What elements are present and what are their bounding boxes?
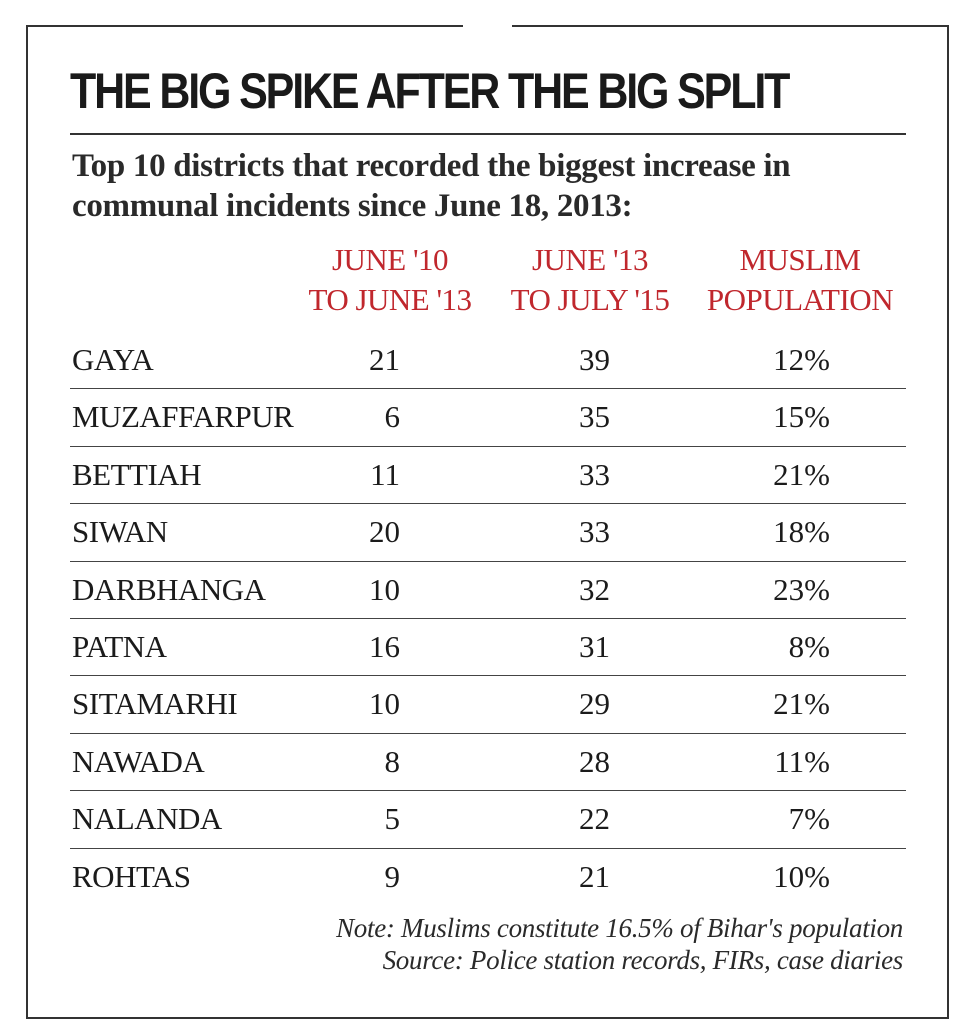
table-row: SIWAN 20 33 18% xyxy=(70,504,906,562)
muslim-population-cell: 18% xyxy=(773,514,830,550)
district-cell: NAWADA xyxy=(72,743,205,779)
muslim-population-cell: 7% xyxy=(788,801,830,837)
june10-june13-cell: 11 xyxy=(370,456,400,492)
muslim-population-cell: 15% xyxy=(773,399,830,435)
june10-june13-cell: 21 xyxy=(369,342,400,377)
muslim-population-cell: 10% xyxy=(773,858,830,894)
district-cell: PATNA xyxy=(72,628,167,664)
table-row: PATNA 16 31 8% xyxy=(70,619,906,677)
column-header-line: MUSLIM xyxy=(739,242,861,277)
note-text: Note: Muslims constitute 16.5% of Bihar'… xyxy=(336,913,903,943)
column-header-line: POPULATION xyxy=(706,282,894,317)
table-row: BETTIAH 11 33 21% xyxy=(70,447,906,505)
june13-july15-cell: 32 xyxy=(579,571,610,607)
column-header-line: JUNE '10 xyxy=(331,242,449,277)
june10-june13-cell: 5 xyxy=(384,801,401,837)
table-row: NALANDA 5 22 7% xyxy=(70,791,906,849)
june13-july15-cell: 35 xyxy=(579,399,610,435)
district-cell: DARBHANGA xyxy=(72,571,266,607)
june13-july15-cell: 33 xyxy=(579,514,610,550)
district-cell: MUZAFFARPUR xyxy=(72,399,294,435)
column-header-muslim-population: MUSLIM POPULATION xyxy=(695,240,905,320)
table-row: SITAMARHI 10 29 21% xyxy=(70,676,906,734)
table-row: ROHTAS 9 21 10% xyxy=(70,849,906,906)
subtitle-line-2: communal incidents since June 18, 2013: xyxy=(72,188,633,224)
muslim-population-cell: 8% xyxy=(788,628,830,664)
district-cell: SITAMARHI xyxy=(72,686,238,722)
muslim-population-cell: 12% xyxy=(773,342,830,377)
table-row: MUZAFFARPUR 6 35 15% xyxy=(70,389,906,447)
june10-june13-cell: 9 xyxy=(384,858,401,894)
source-text: Source: Police station records, FIRs, ca… xyxy=(382,945,904,975)
table-row: DARBHANGA 10 32 23% xyxy=(70,562,906,619)
frame-top-rule-right xyxy=(512,25,949,27)
june13-july15-cell: 22 xyxy=(579,801,610,837)
june13-july15-cell: 28 xyxy=(579,743,610,779)
chart-subtitle: Top 10 districts that recorded the bigge… xyxy=(72,146,872,226)
june13-july15-cell: 21 xyxy=(579,858,610,894)
column-header-june10-june13: JUNE '10 TO JUNE '13 xyxy=(300,240,480,320)
muslim-population-cell: 21% xyxy=(773,686,830,722)
column-header-line: JUNE '13 xyxy=(531,242,649,277)
frame-top-rule-left xyxy=(26,25,463,27)
june10-june13-cell: 10 xyxy=(369,686,400,722)
district-cell: ROHTAS xyxy=(72,858,191,894)
table-row: GAYA 21 39 12% xyxy=(70,332,906,390)
title-divider xyxy=(70,133,906,135)
chart-frame xyxy=(26,26,949,1019)
june10-june13-cell: 20 xyxy=(369,514,400,550)
table-row: NAWADA 8 28 11% xyxy=(70,734,906,792)
district-cell: SIWAN xyxy=(72,514,168,550)
june10-june13-cell: 16 xyxy=(369,628,400,664)
districts-table: GAYA 21 39 12% MUZAFFARPUR 6 35 15% BETTIAH 11 33 2… xyxy=(70,332,906,906)
june13-july15-cell: 31 xyxy=(579,628,610,664)
june13-july15-cell: 39 xyxy=(579,342,610,377)
muslim-population-cell: 21% xyxy=(773,456,830,492)
june10-june13-cell: 10 xyxy=(369,571,400,607)
district-cell: NALANDA xyxy=(72,801,222,837)
muslim-population-cell: 23% xyxy=(773,571,830,607)
june13-july15-cell: 33 xyxy=(579,456,610,492)
column-header-line: TO JULY '15 xyxy=(510,282,670,317)
june10-june13-cell: 8 xyxy=(384,743,401,779)
chart-title: THE BIG SPIKE AFTER THE BIG SPLIT xyxy=(70,63,790,119)
june13-july15-cell: 29 xyxy=(579,686,610,722)
column-header-june13-july15: JUNE '13 TO JULY '15 xyxy=(500,240,680,320)
footnote: Note: Muslims constitute 16.5% of Bihar'… xyxy=(336,912,903,976)
muslim-population-cell: 11% xyxy=(774,743,830,779)
district-cell: GAYA xyxy=(72,342,154,377)
district-cell: BETTIAH xyxy=(72,456,202,492)
subtitle-line-1: Top 10 districts that recorded the bigge… xyxy=(72,148,791,184)
june10-june13-cell: 6 xyxy=(384,399,401,435)
column-header-line: TO JUNE '13 xyxy=(308,282,472,317)
